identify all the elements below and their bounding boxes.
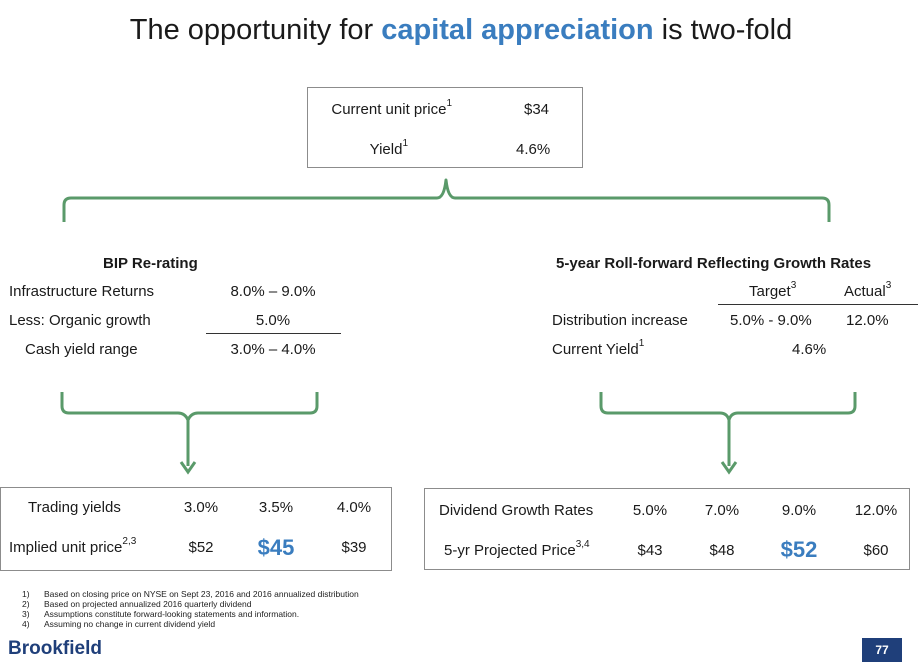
right-heading: 5-year Roll-forward Reflecting Growth Ra… <box>556 255 872 272</box>
brookfield-logo: Brookfield <box>8 638 102 659</box>
projected-price-label: 5-yr Projected Price3,4 <box>444 539 590 559</box>
current-price-box <box>307 87 583 168</box>
left-row-value: 3.0% – 4.0% <box>230 341 316 358</box>
implied-price-highlight: $45 <box>257 535 295 560</box>
footnote: 1) Based on closing price on NYSE on Sept… <box>22 589 359 599</box>
projected-price-value: $43 <box>637 542 663 559</box>
title-post: is two-fold <box>653 14 793 46</box>
distribution-increase-label: Distribution increase <box>552 312 688 329</box>
left-heading: BIP Re-rating <box>103 255 198 272</box>
target-column-header: Target3 <box>749 280 797 300</box>
current-price-label: Current unit price1 <box>331 98 452 118</box>
implied-price-label: Implied unit price2,3 <box>9 536 137 556</box>
right-bracket <box>599 392 857 422</box>
projected-price-value: $60 <box>863 542 889 559</box>
dividend-growth-value: 12.0% <box>854 502 898 519</box>
implied-price-value: $52 <box>188 539 214 556</box>
trading-yield-value: 3.5% <box>258 499 294 516</box>
trading-yields-label: Trading yields <box>28 499 121 516</box>
actual-column-header: Actual3 <box>844 280 892 300</box>
page-title: The opportunity for capital appreciation… <box>0 14 922 47</box>
dividend-growth-value: 7.0% <box>704 502 740 519</box>
projected-price-box <box>424 488 910 570</box>
projected-price-highlight: $52 <box>780 537 818 562</box>
subtotal-rule <box>206 333 341 334</box>
left-bracket <box>60 392 319 422</box>
left-row-label: Infrastructure Returns <box>9 283 155 300</box>
left-arrow-head <box>179 461 197 475</box>
title-pre: The opportunity for <box>129 14 382 46</box>
yield-label: Yield1 <box>369 138 408 158</box>
dividend-growth-value: 9.0% <box>781 502 817 519</box>
dividend-growth-value: 5.0% <box>632 502 668 519</box>
footnote: 4) Assuming no change in current dividend… <box>22 619 216 629</box>
title-highlight: capital appreciation <box>381 14 654 46</box>
trading-yield-value: 4.0% <box>336 499 372 516</box>
current-yield-label: Current Yield1 <box>552 338 645 358</box>
yield-value: 4.6% <box>516 141 551 158</box>
right-arrow-head <box>720 461 738 475</box>
footnote: 3) Assumptions constitute forward-looking… <box>22 609 300 619</box>
left-row-label: Cash yield range <box>25 341 138 358</box>
top-bracket <box>62 178 831 222</box>
left-row-label: Less: Organic growth <box>9 312 151 329</box>
dividend-growth-label: Dividend Growth Rates <box>439 502 594 519</box>
projected-price-value: $48 <box>709 542 735 559</box>
distribution-actual-value: 12.0% <box>846 312 889 329</box>
trading-yield-value: 3.0% <box>183 499 219 516</box>
current-yield-value: 4.6% <box>792 341 827 358</box>
implied-price-box <box>0 487 392 571</box>
page-number: 77 <box>862 638 902 662</box>
current-price-value: $34 <box>524 101 550 118</box>
left-row-value: 5.0% <box>255 312 291 329</box>
implied-price-value: $39 <box>341 539 367 556</box>
left-row-value: 8.0% – 9.0% <box>230 283 316 300</box>
distribution-target-value: 5.0% - 9.0% <box>730 312 812 329</box>
header-rule <box>718 304 918 305</box>
footnote: 2) Based on projected annualized 2016 qua… <box>22 599 252 609</box>
